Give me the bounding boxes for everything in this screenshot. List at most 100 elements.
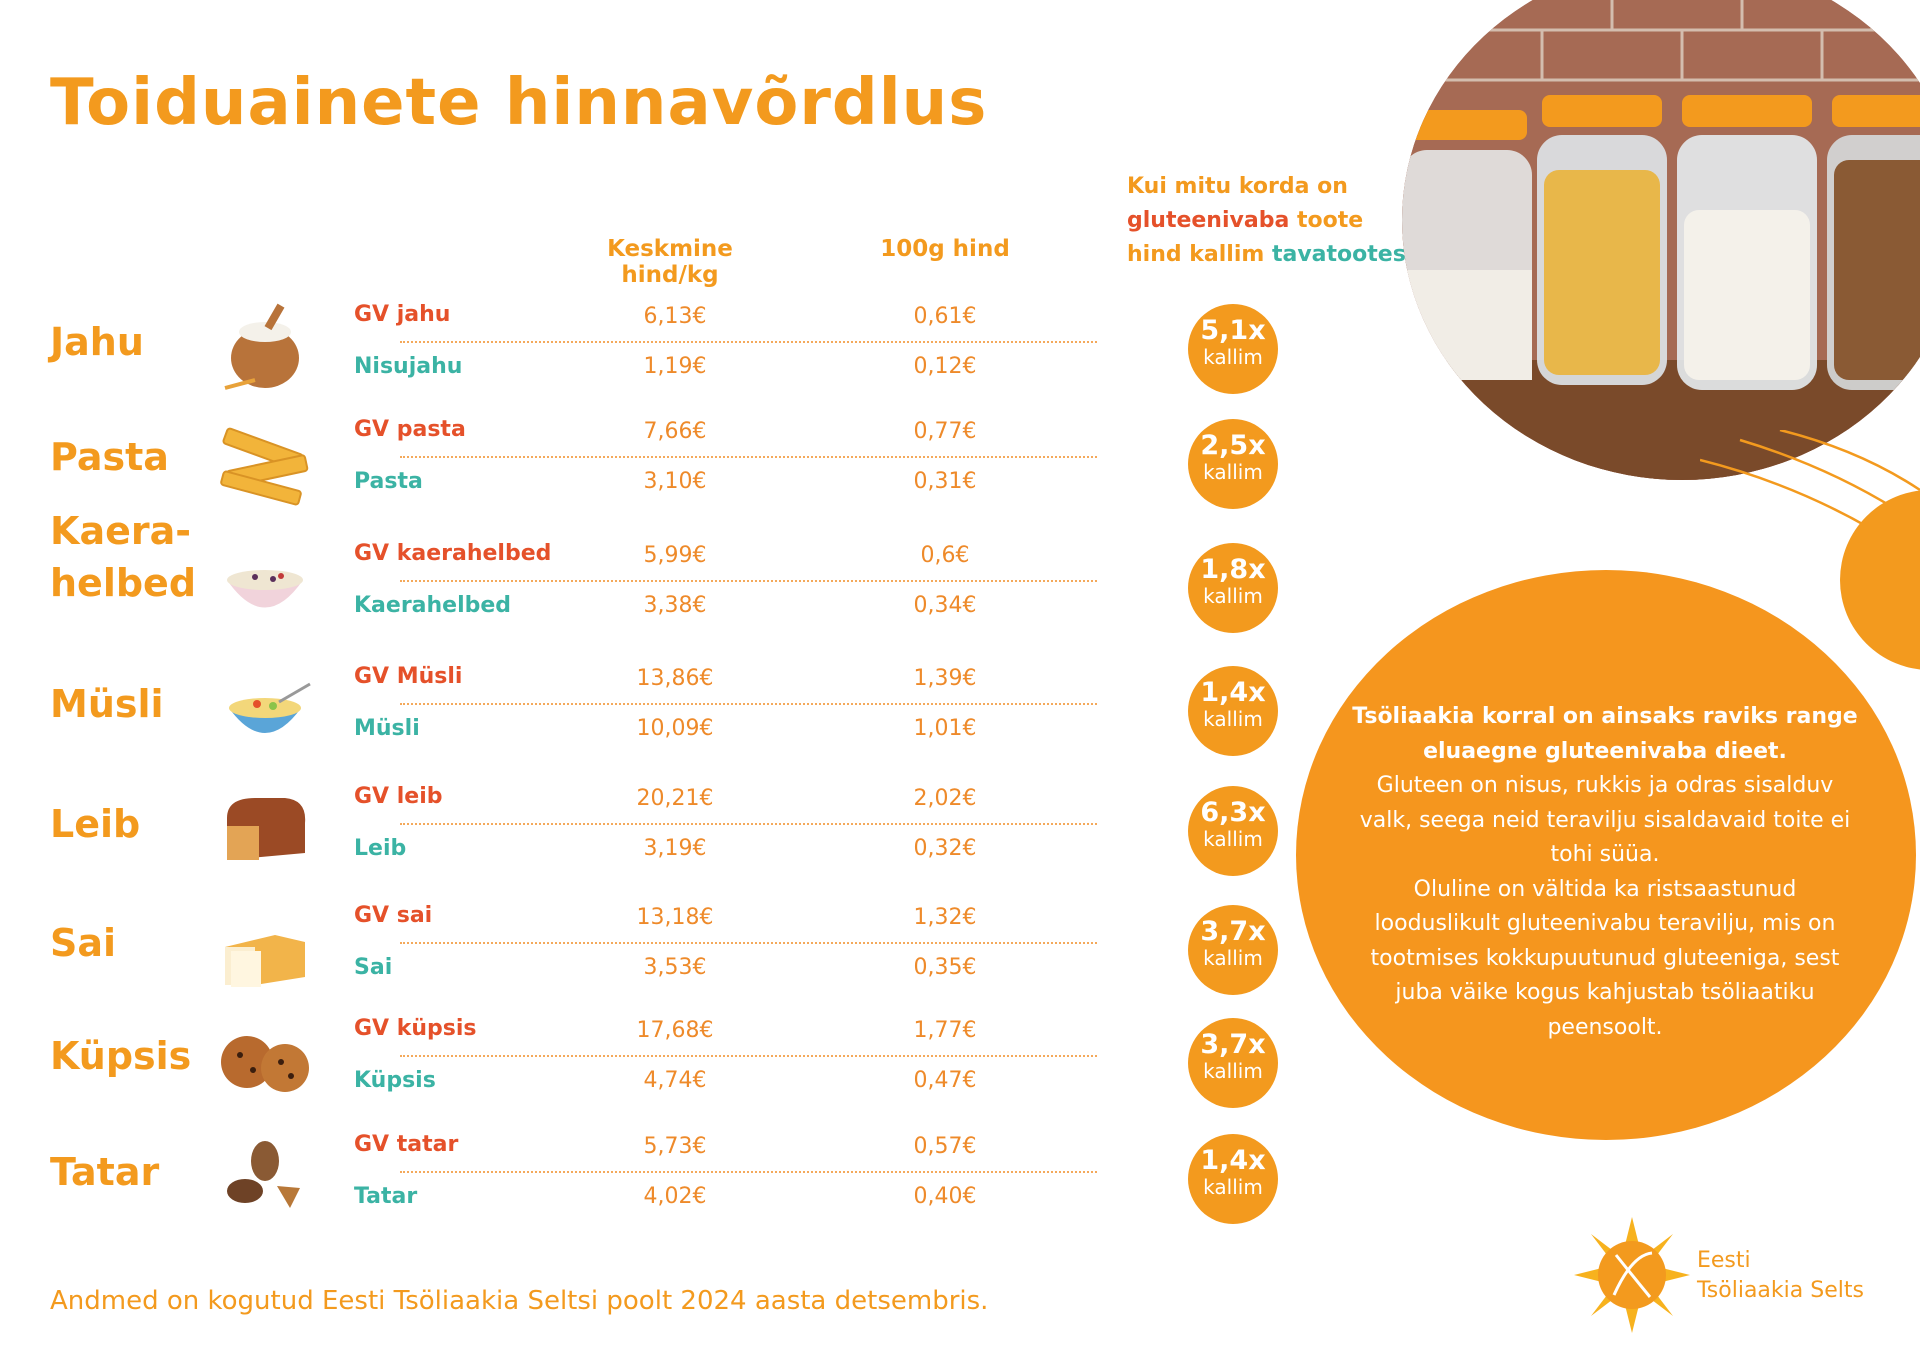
gluten-free-price-per-kg: 13,86€: [636, 666, 714, 691]
price-ratio-value: 1,8x: [1200, 554, 1266, 585]
table-row: Tatar GV tatar Tatar 5,73€ 0,57€ 4,02€ 0,40€ 1,…: [0, 1126, 1300, 1236]
data-source-footnote: Andmed on kogutud Eesti Tsöliaakia Selts…: [50, 1286, 989, 1316]
regular-product-name: Sai: [354, 955, 393, 980]
rye-bread-icon: [227, 798, 306, 860]
regular-product-name: Küpsis: [354, 1068, 436, 1093]
table-row: Sai GV sai Sai 13,18€ 1,32€ 3,53€ 0,35€ 3,7x kal…: [0, 897, 1300, 1007]
page-title: Toiduainete hinnavõrdlus: [50, 66, 988, 140]
table-row: Jahu GV jahu Nisujahu 6,13€ 0,61€ 1,19€ 0,12€ 5…: [0, 296, 1300, 406]
price-ratio-value: 2,5x: [1200, 430, 1266, 461]
price-ratio-label: kallim: [1203, 1059, 1263, 1083]
regular-price-per-kg: 3,10€: [643, 469, 707, 494]
price-ratio-value: 1,4x: [1200, 677, 1266, 708]
cereal-bowl-icon: [229, 682, 311, 733]
row-divider: [400, 341, 1097, 343]
gluten-free-price-per-100g: 0,77€: [913, 419, 977, 444]
price-ratio-value: 3,7x: [1200, 1029, 1266, 1060]
white-bread-icon: [225, 935, 305, 987]
price-ratio-badge: 1,4x kallim: [1188, 666, 1278, 756]
gluten-free-price-per-kg: 6,13€: [643, 304, 707, 329]
regular-price-per-kg: 3,38€: [643, 593, 707, 618]
row-divider: [400, 1171, 1097, 1173]
category-label: Jahu: [50, 320, 144, 364]
price-ratio-value: 3,7x: [1200, 916, 1266, 947]
gluten-free-price-per-kg: 7,66€: [643, 419, 707, 444]
price-ratio-value: 1,4x: [1200, 1145, 1266, 1176]
gluten-free-price-per-100g: 1,39€: [913, 666, 977, 691]
regular-price-per-100g: 0,47€: [913, 1068, 977, 1093]
price-ratio-badge: 3,7x kallim: [1188, 1018, 1278, 1108]
table-row: Kaera-helbed GV kaerahelbed Kaerahelbed 5,9…: [0, 509, 1300, 645]
gluten-free-price-per-100g: 0,57€: [913, 1134, 977, 1159]
regular-product-name: Müsli: [354, 716, 420, 741]
gluten-free-product-name: GV pasta: [354, 417, 466, 442]
gluten-free-product-name: GV sai: [354, 903, 433, 928]
regular-price-per-100g: 0,12€: [913, 354, 977, 379]
decorative-arcs: [1700, 430, 1920, 670]
gluten-free-product-name: GV leib: [354, 784, 443, 809]
regular-price-per-kg: 4,02€: [643, 1184, 707, 1209]
price-ratio-badge: 5,1x kallim: [1188, 304, 1278, 394]
category-label: Leib: [50, 802, 141, 846]
category-label: Kaera-helbed: [50, 509, 197, 605]
gluten-free-price-per-100g: 1,77€: [913, 1018, 977, 1043]
gluten-free-product-name: GV jahu: [354, 302, 451, 327]
category-label: Pasta: [50, 435, 169, 479]
regular-product-name: Pasta: [354, 469, 423, 494]
row-divider: [400, 942, 1097, 944]
regular-product-name: Tatar: [354, 1184, 418, 1209]
buckwheat-icon: [227, 1141, 300, 1208]
ratio-header-gluten-free: gluteenivaba: [1127, 208, 1290, 233]
regular-product-name: Nisujahu: [354, 354, 463, 379]
society-name: Eesti Tsöliaakia Selts: [1697, 1246, 1864, 1306]
regular-price-per-100g: 0,34€: [913, 593, 977, 618]
gluten-free-price-per-100g: 0,6€: [920, 543, 970, 568]
row-divider: [400, 703, 1097, 705]
cookie-icon: [221, 1036, 309, 1092]
gluten-free-product-name: GV Müsli: [354, 664, 463, 689]
gluten-free-product-name: GV küpsis: [354, 1016, 477, 1041]
jars-photo: [1402, 0, 1920, 480]
gluten-free-price-per-100g: 1,32€: [913, 905, 977, 930]
row-divider: [400, 1055, 1097, 1057]
regular-price-per-100g: 1,01€: [913, 716, 977, 741]
column-header-100g-price: 100g hind: [880, 236, 1010, 262]
regular-price-per-kg: 4,74€: [643, 1068, 707, 1093]
price-ratio-label: kallim: [1203, 345, 1263, 369]
pasta-icon: [220, 427, 309, 506]
regular-price-per-kg: 1,19€: [643, 354, 707, 379]
regular-price-per-100g: 0,40€: [913, 1184, 977, 1209]
ratio-header-line1: Kui mitu korda on: [1127, 174, 1348, 199]
regular-price-per-100g: 0,31€: [913, 469, 977, 494]
gluten-free-price-per-kg: 17,68€: [636, 1018, 714, 1043]
regular-product-name: Kaerahelbed: [354, 593, 512, 618]
column-header-avg-price: Keskmine hind/kg: [607, 236, 733, 288]
society-name-line2: Tsöliaakia Selts: [1697, 1278, 1864, 1303]
price-ratio-label: kallim: [1203, 827, 1263, 851]
price-ratio-value: 6,3x: [1200, 797, 1266, 828]
gluten-free-price-per-100g: 0,61€: [913, 304, 977, 329]
price-ratio-value: 5,1x: [1200, 315, 1266, 346]
gluten-free-product-name: GV tatar: [354, 1132, 459, 1157]
price-ratio-badge: 3,7x kallim: [1188, 905, 1278, 995]
society-sun-logo: [1574, 1217, 1690, 1333]
table-row: Leib GV leib Leib 20,21€ 2,02€ 3,19€ 0,32€ 6,3x…: [0, 778, 1300, 888]
gluten-free-price-per-kg: 5,99€: [643, 543, 707, 568]
info-text: Tsöliaakia korral on ainsaks raviks rang…: [1350, 700, 1860, 1045]
category-label: Tatar: [50, 1150, 160, 1194]
gluten-free-price-per-kg: 13,18€: [636, 905, 714, 930]
row-divider: [400, 823, 1097, 825]
regular-price-per-kg: 3,19€: [643, 836, 707, 861]
price-ratio-label: kallim: [1203, 460, 1263, 484]
row-divider: [400, 580, 1097, 582]
info-bold-statement: Tsöliaakia korral on ainsaks raviks rang…: [1352, 704, 1858, 764]
price-ratio-label: kallim: [1203, 1175, 1263, 1199]
category-label: Küpsis: [50, 1034, 192, 1078]
regular-product-name: Leib: [354, 836, 407, 861]
oat-bowl-icon: [227, 570, 303, 608]
info-circle: [1296, 570, 1916, 1140]
row-divider: [400, 456, 1097, 458]
gluten-free-price-per-kg: 5,73€: [643, 1134, 707, 1159]
price-ratio-badge: 1,8x kallim: [1188, 543, 1278, 633]
info-paragraph-2: Oluline on vältida ka ristsaastunud lood…: [1370, 876, 1840, 1040]
